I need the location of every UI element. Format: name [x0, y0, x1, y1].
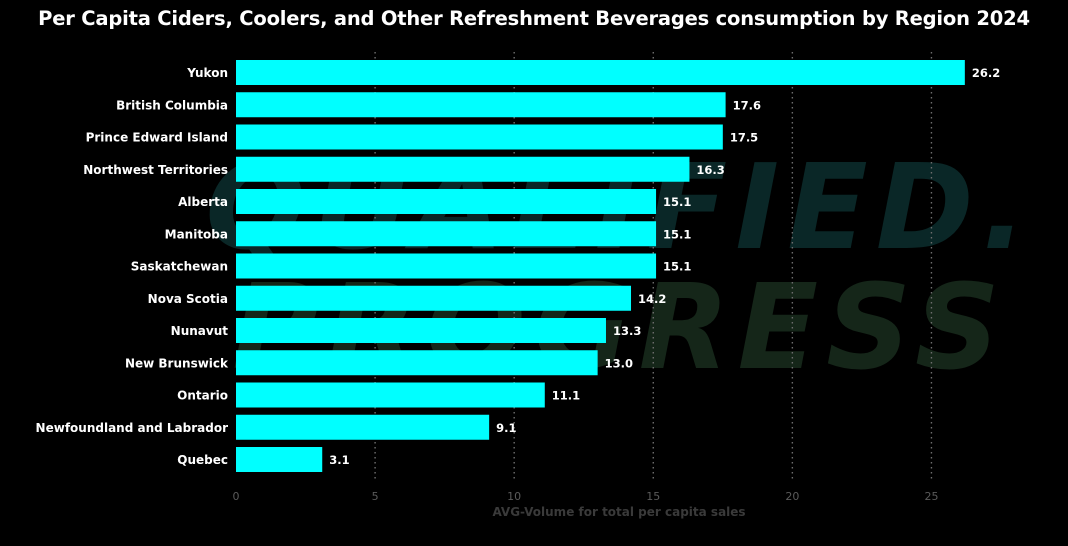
value-label-saskatchewan: 15.1	[663, 260, 691, 274]
value-labels: 26.2 17.6 17.5 16.3 15.1 15.1 15.1 14.2 13.3 13.0…	[329, 66, 1000, 467]
category-label-newfoundland-and-labrador: Newfoundland and Labrador	[36, 421, 229, 435]
value-label-newfoundland-and-labrador: 9.1	[496, 421, 516, 435]
bar-nunavut	[236, 318, 606, 343]
category-label-prince-edward-island: Prince Edward Island	[86, 131, 228, 145]
x-tick-label: 10	[507, 490, 521, 503]
category-label-nova-scotia: Nova Scotia	[148, 292, 228, 306]
value-label-manitoba: 15.1	[663, 227, 691, 241]
value-label-prince-edward-island: 17.5	[730, 131, 758, 145]
bar-saskatchewan	[236, 253, 657, 279]
bar-prince-edward-island	[236, 124, 723, 150]
bar-alberta	[236, 189, 657, 214]
x-axis-title: AVG-Volume for total per capita sales	[492, 505, 745, 519]
bar-northwest-territories	[236, 156, 690, 182]
bar-quebec	[236, 447, 323, 472]
value-label-nova-scotia: 14.2	[638, 292, 666, 306]
value-label-northwest-territories: 16.3	[696, 163, 724, 177]
bar-british-columbia	[236, 92, 726, 118]
x-tick-label: 0	[233, 490, 240, 503]
bar-newfoundland-and-labrador	[236, 414, 490, 440]
chart-title: Per Capita Ciders, Coolers, and Other Re…	[38, 7, 1030, 30]
category-label-nunavut: Nunavut	[171, 324, 229, 338]
category-label-british-columbia: British Columbia	[116, 98, 228, 112]
x-tick-label: 25	[924, 490, 938, 503]
category-label-northwest-territories: Northwest Territories	[83, 163, 228, 177]
value-label-yukon: 26.2	[972, 66, 1000, 80]
x-axis-ticks: 0 5 10 15 20 25	[233, 490, 939, 503]
value-label-alberta: 15.1	[663, 195, 691, 209]
value-label-ontario: 11.1	[552, 389, 580, 403]
bar-ontario	[236, 382, 545, 408]
value-label-quebec: 3.1	[329, 453, 349, 467]
bar-new-brunswick	[236, 350, 598, 376]
bar-nova-scotia	[236, 285, 632, 311]
category-label-ontario: Ontario	[177, 389, 228, 403]
value-label-nunavut: 13.3	[613, 324, 641, 338]
bar-yukon	[236, 60, 965, 85]
x-tick-label: 20	[785, 490, 799, 503]
category-label-saskatchewan: Saskatchewan	[131, 260, 228, 274]
category-label-manitoba: Manitoba	[165, 227, 228, 241]
category-labels: Yukon British Columbia Prince Edward Islan…	[36, 66, 229, 467]
bars	[236, 60, 965, 472]
gridlines	[374, 52, 933, 480]
category-label-new-brunswick: New Brunswick	[125, 356, 229, 370]
category-label-quebec: Quebec	[177, 453, 228, 467]
value-label-british-columbia: 17.6	[733, 98, 761, 112]
category-label-yukon: Yukon	[186, 66, 228, 80]
x-tick-label: 5	[372, 490, 379, 503]
x-tick-label: 15	[646, 490, 660, 503]
category-label-alberta: Alberta	[178, 195, 228, 209]
bar-manitoba	[236, 221, 657, 247]
value-label-new-brunswick: 13.0	[605, 356, 633, 370]
